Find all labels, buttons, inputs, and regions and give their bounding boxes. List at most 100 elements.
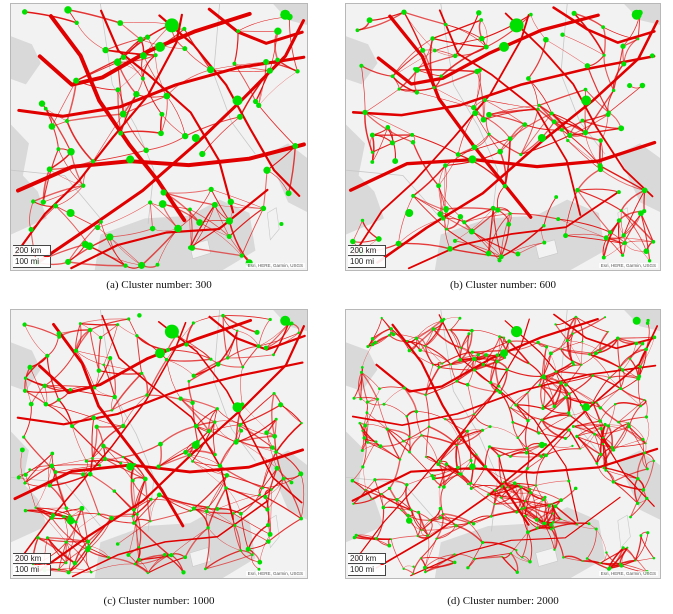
route-edge — [91, 563, 136, 573]
route-edge — [44, 385, 71, 392]
cluster-node — [549, 522, 553, 527]
route-edge — [20, 449, 26, 484]
cluster-node — [497, 454, 501, 458]
cluster-node — [143, 147, 149, 154]
cluster-node — [598, 406, 603, 410]
map-view[interactable]: 200 km 100 mi Esri, HERE, Garmin, USGS — [10, 309, 308, 579]
cluster-node — [22, 322, 27, 327]
route-edge — [580, 405, 602, 429]
cluster-node — [652, 556, 656, 560]
route-edge — [572, 316, 606, 335]
cluster-node — [382, 402, 386, 406]
route-edge — [424, 553, 455, 568]
cluster-node — [420, 434, 423, 437]
cluster-node — [183, 555, 188, 560]
route-edge — [111, 394, 148, 411]
cluster-node — [587, 522, 591, 526]
cluster-node — [204, 567, 207, 571]
cluster-node — [156, 464, 161, 469]
cluster-node — [225, 217, 234, 225]
cluster-node — [481, 362, 485, 367]
cluster-node — [497, 384, 501, 388]
cluster-node — [639, 404, 642, 408]
cluster-node — [537, 103, 541, 107]
cluster-node — [159, 111, 165, 117]
route-edge — [552, 488, 577, 505]
cluster-node — [509, 552, 513, 555]
cluster-node — [352, 535, 357, 540]
cluster-node — [639, 82, 646, 89]
cluster-node — [412, 572, 415, 575]
cluster-node — [471, 105, 477, 111]
map-view[interactable]: 200 km 100 mi Esri, HERE, Garmin, USGS — [345, 3, 661, 271]
cluster-hub — [164, 18, 179, 33]
route-edge — [143, 55, 168, 97]
cluster-hub — [406, 517, 413, 524]
cluster-node — [23, 481, 27, 485]
cluster-node — [636, 477, 640, 481]
cluster-node — [582, 129, 589, 136]
route-edge — [440, 46, 487, 77]
cluster-node — [149, 519, 152, 523]
route-edge — [467, 542, 483, 568]
cluster-node — [64, 506, 69, 510]
cluster-node — [191, 321, 196, 325]
route-corridor — [38, 318, 253, 395]
cluster-hub — [126, 462, 135, 471]
cluster-node — [571, 424, 575, 429]
cluster-node — [524, 499, 527, 503]
route-edge — [177, 189, 212, 229]
cluster-node — [457, 214, 464, 220]
cluster-node — [178, 396, 183, 401]
route-edge — [92, 149, 147, 162]
route-edge — [617, 336, 655, 339]
cluster-node — [221, 313, 225, 318]
cluster-node — [523, 506, 527, 510]
cluster-node — [534, 484, 538, 487]
cluster-node — [74, 520, 78, 524]
cluster-hub — [164, 324, 179, 339]
cluster-node — [601, 255, 606, 260]
cluster-node — [412, 565, 415, 568]
cluster-node — [245, 546, 251, 552]
cluster-node — [190, 400, 195, 406]
route-edge — [32, 184, 84, 203]
cluster-node — [540, 375, 544, 380]
route-edge — [635, 532, 649, 561]
route-edge — [142, 54, 156, 79]
cluster-node — [215, 361, 221, 367]
cluster-node — [636, 501, 640, 505]
route-edge — [524, 515, 552, 530]
sea-area — [11, 36, 41, 85]
route-network — [346, 4, 660, 270]
route-edge — [269, 489, 272, 535]
cluster-node — [65, 258, 72, 265]
route-edge — [80, 318, 129, 324]
route-edge — [258, 332, 299, 347]
cluster-node — [473, 557, 476, 561]
cluster-node — [467, 521, 471, 525]
route-edge — [193, 357, 228, 377]
route-edge — [202, 116, 241, 155]
cluster-node — [373, 478, 377, 482]
route-edge — [608, 425, 644, 440]
cluster-node — [580, 363, 583, 366]
cluster-node — [621, 61, 627, 67]
map-view[interactable]: 200 km 100 mi Esri, HERE, Garmin, USGS — [345, 309, 661, 579]
map-view[interactable]: 200 km 100 mi Esri, HERE, Garmin, USGS — [10, 3, 308, 271]
cluster-node — [508, 211, 512, 216]
cluster-node — [380, 316, 383, 320]
route-edge — [361, 65, 366, 113]
cluster-node — [455, 379, 459, 383]
route-edge — [600, 169, 645, 191]
route-edge — [563, 557, 601, 564]
route-corridor — [375, 325, 659, 569]
cluster-node — [629, 515, 632, 519]
route-edge — [362, 401, 368, 431]
cluster-node — [145, 393, 149, 397]
route-edge — [438, 185, 447, 230]
cluster-node — [616, 190, 621, 195]
route-edge — [399, 436, 410, 460]
cluster-node — [392, 158, 399, 165]
cluster-node — [621, 253, 625, 257]
